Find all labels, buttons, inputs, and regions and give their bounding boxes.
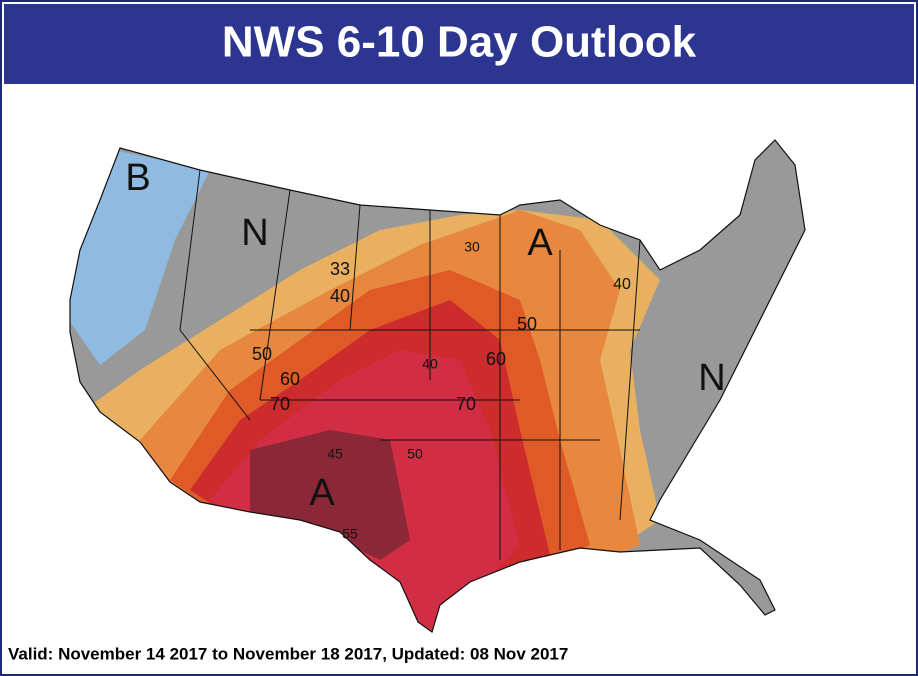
- map-label: 60: [280, 369, 300, 389]
- map-label: 50: [407, 446, 423, 462]
- map-label: A: [309, 472, 335, 514]
- us-outline: [69, 139, 806, 633]
- map-label: 45: [327, 446, 343, 462]
- map-label: 50: [517, 314, 537, 334]
- map-label: 70: [270, 394, 290, 414]
- valid-dates: Valid: November 14 2017 to November 18 2…: [8, 644, 568, 663]
- map-labels: B N A N A 33 40 30 40 50 50 60 70 40 60 70 45 50 55: [125, 157, 725, 542]
- map-label: N: [698, 357, 725, 399]
- map-label: N: [241, 212, 268, 254]
- map-label: 70: [456, 394, 476, 414]
- map-label: A: [527, 222, 553, 264]
- title: NWS 6-10 Day Outlook: [222, 18, 697, 67]
- title-bar: [4, 4, 914, 84]
- map-label: 40: [613, 276, 631, 293]
- above-90: [250, 430, 410, 560]
- map-label: 40: [330, 286, 350, 306]
- map-label: 40: [422, 356, 438, 372]
- state-lines: [179, 169, 641, 560]
- map-label: 50: [252, 344, 272, 364]
- map-label: 60: [486, 349, 506, 369]
- map-label: B: [125, 157, 150, 199]
- map-label: 55: [342, 526, 358, 542]
- map-label: 33: [330, 259, 350, 279]
- map-label: 30: [464, 239, 480, 255]
